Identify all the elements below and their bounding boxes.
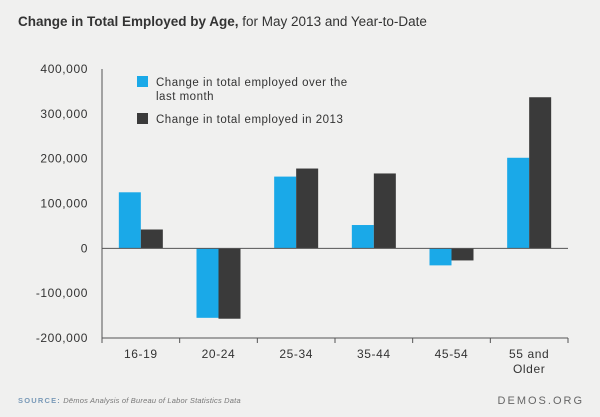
legend-label: last month xyxy=(156,91,214,103)
bar-year-2013 xyxy=(373,173,396,249)
y-tick-label: 400,000 xyxy=(40,62,88,76)
source-label: SOURCE: xyxy=(18,396,61,405)
legend-label: Change in total employed over the xyxy=(156,77,348,89)
brand-logo-text: DEMOS.ORG xyxy=(497,395,584,407)
bar-last-month xyxy=(429,248,452,266)
y-tick-label: 100,000 xyxy=(40,197,88,211)
x-tick-label: 20-24 xyxy=(202,347,236,361)
x-tick-label: 35-44 xyxy=(357,347,391,361)
bar-last-month xyxy=(351,225,374,249)
y-tick-label: 200,000 xyxy=(40,152,88,166)
legend-label: Change in total employed in 2013 xyxy=(156,114,343,126)
x-tick-label: Older xyxy=(513,362,545,376)
bar-last-month xyxy=(274,176,297,249)
bar-year-2013 xyxy=(529,97,552,249)
y-tick-label: -200,000 xyxy=(36,331,88,345)
bar-last-month xyxy=(196,248,219,318)
y-tick-label: 0 xyxy=(81,241,88,255)
bar-year-2013 xyxy=(218,248,241,319)
x-tick-label: 25-34 xyxy=(279,347,313,361)
source-text: Dēmos Analysis of Bureau of Labor Statis… xyxy=(63,396,241,405)
bar-last-month xyxy=(507,157,530,249)
legend: Change in total employed over the last mo… xyxy=(137,76,348,126)
bars xyxy=(118,97,552,319)
y-tick-label: -100,000 xyxy=(36,286,88,300)
y-axis-ticks: 400,000 300,000 200,000 100,000 0 -100,000 -20… xyxy=(36,62,88,345)
bar-year-2013 xyxy=(451,248,474,261)
x-tick-label: 55 and xyxy=(509,347,549,361)
y-tick-label: 300,000 xyxy=(40,107,88,121)
legend-swatch xyxy=(137,113,148,124)
legend-swatch xyxy=(137,76,148,87)
chart-title: Change in Total Employed by Age, for May… xyxy=(18,14,427,29)
bar-year-2013 xyxy=(140,229,163,249)
title-rest: for May 2013 and Year-to-Date xyxy=(238,14,427,29)
bar-last-month xyxy=(118,192,141,249)
source-note: SOURCE: Dēmos Analysis of Bureau of Labo… xyxy=(18,396,241,405)
title-bold: Change in Total Employed by Age, xyxy=(18,14,239,29)
x-tick-label: 16-19 xyxy=(124,347,158,361)
bar-year-2013 xyxy=(296,168,319,249)
x-tick-label: 45-54 xyxy=(435,347,469,361)
